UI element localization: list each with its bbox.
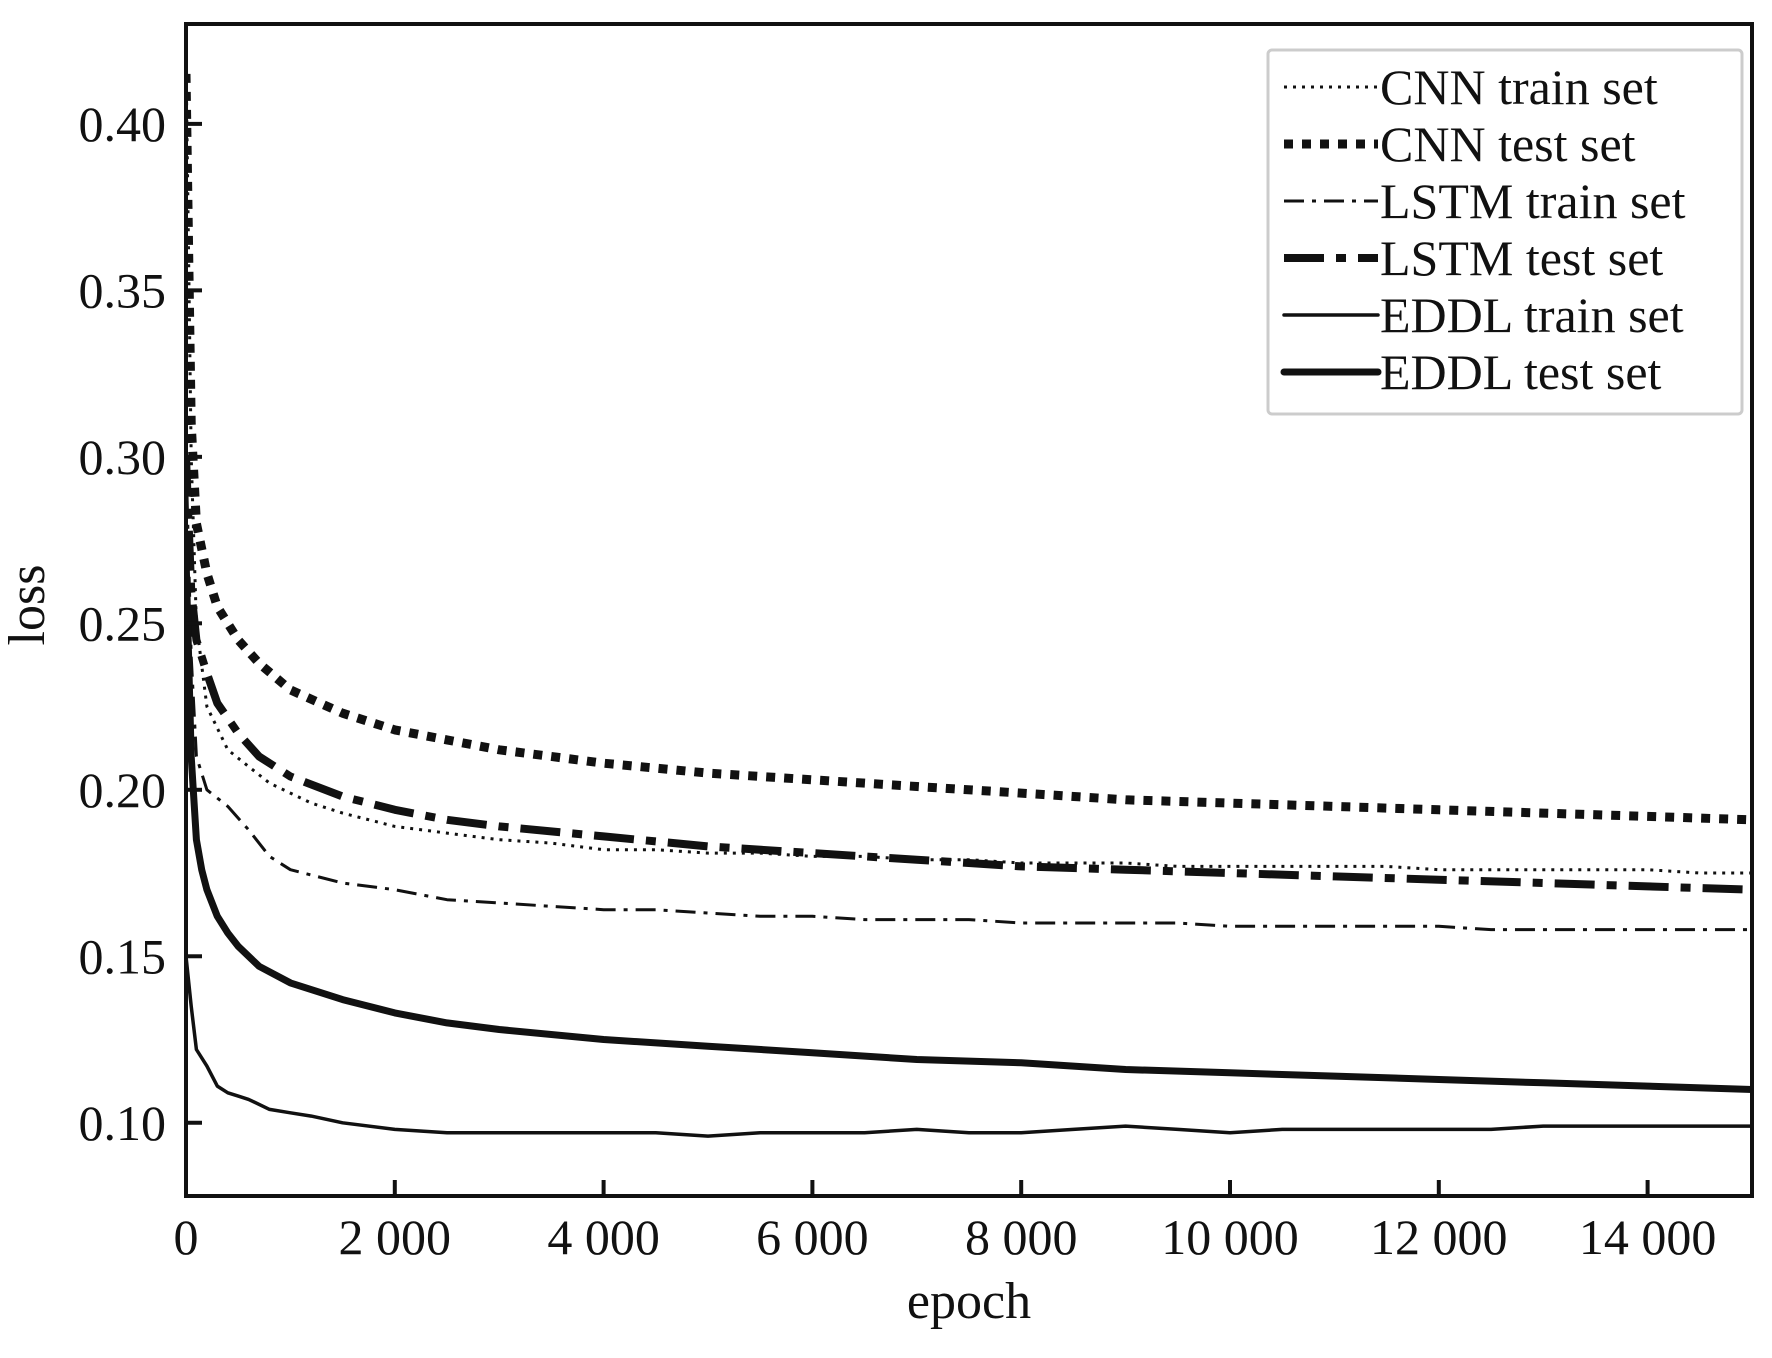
legend-label-eddl-test-set: EDDL test set xyxy=(1380,344,1662,400)
legend-label-lstm-test-set: LSTM test set xyxy=(1380,230,1663,286)
x-tick-label: 12 000 xyxy=(1370,1209,1508,1265)
y-tick-label: 0.15 xyxy=(79,928,167,984)
legend-box xyxy=(1266,48,1744,416)
series-line-eddl-test-set xyxy=(186,553,1752,1093)
x-axis-title: epoch xyxy=(907,1273,1031,1330)
y-tick-label: 0.10 xyxy=(79,1095,167,1151)
legend-label-cnn-train-set: CNN train set xyxy=(1380,59,1658,115)
y-axis-title: loss xyxy=(0,565,56,646)
y-tick-label: 0.30 xyxy=(79,429,167,485)
y-tick-label: 0.35 xyxy=(79,262,167,318)
axis-ticks: 0 2 000 4 000 6 000 8 000 10 000 12 000 14 000 0… xyxy=(79,96,1717,1265)
x-tick-label: 4 000 xyxy=(547,1209,660,1265)
x-tick-label: 14 000 xyxy=(1579,1209,1717,1265)
series-layer xyxy=(186,57,1752,1138)
x-tick-label: 10 000 xyxy=(1161,1209,1299,1265)
x-tick-label: 2 000 xyxy=(339,1209,452,1265)
series-line-eddl-train-set xyxy=(186,954,1752,1138)
legend-label-cnn-test-set: CNN test set xyxy=(1380,116,1636,172)
plot-area-frame xyxy=(184,22,1754,1198)
series-line-cnn-test-set xyxy=(186,73,1752,825)
x-tick-label: 6 000 xyxy=(756,1209,869,1265)
series-line-lstm-test-set xyxy=(186,456,1752,894)
legend-label-lstm-train-set: LSTM train set xyxy=(1380,173,1686,229)
legend-label-eddl-train-set: EDDL train set xyxy=(1380,287,1684,343)
y-tick-label: 0.25 xyxy=(79,595,167,651)
y-tick-label: 0.20 xyxy=(79,762,167,818)
x-tick-label: 8 000 xyxy=(965,1209,1078,1265)
series-line-lstm-train-set xyxy=(186,456,1752,932)
x-tick-label: 0 xyxy=(174,1209,199,1265)
y-tick-label: 0.40 xyxy=(79,96,167,152)
